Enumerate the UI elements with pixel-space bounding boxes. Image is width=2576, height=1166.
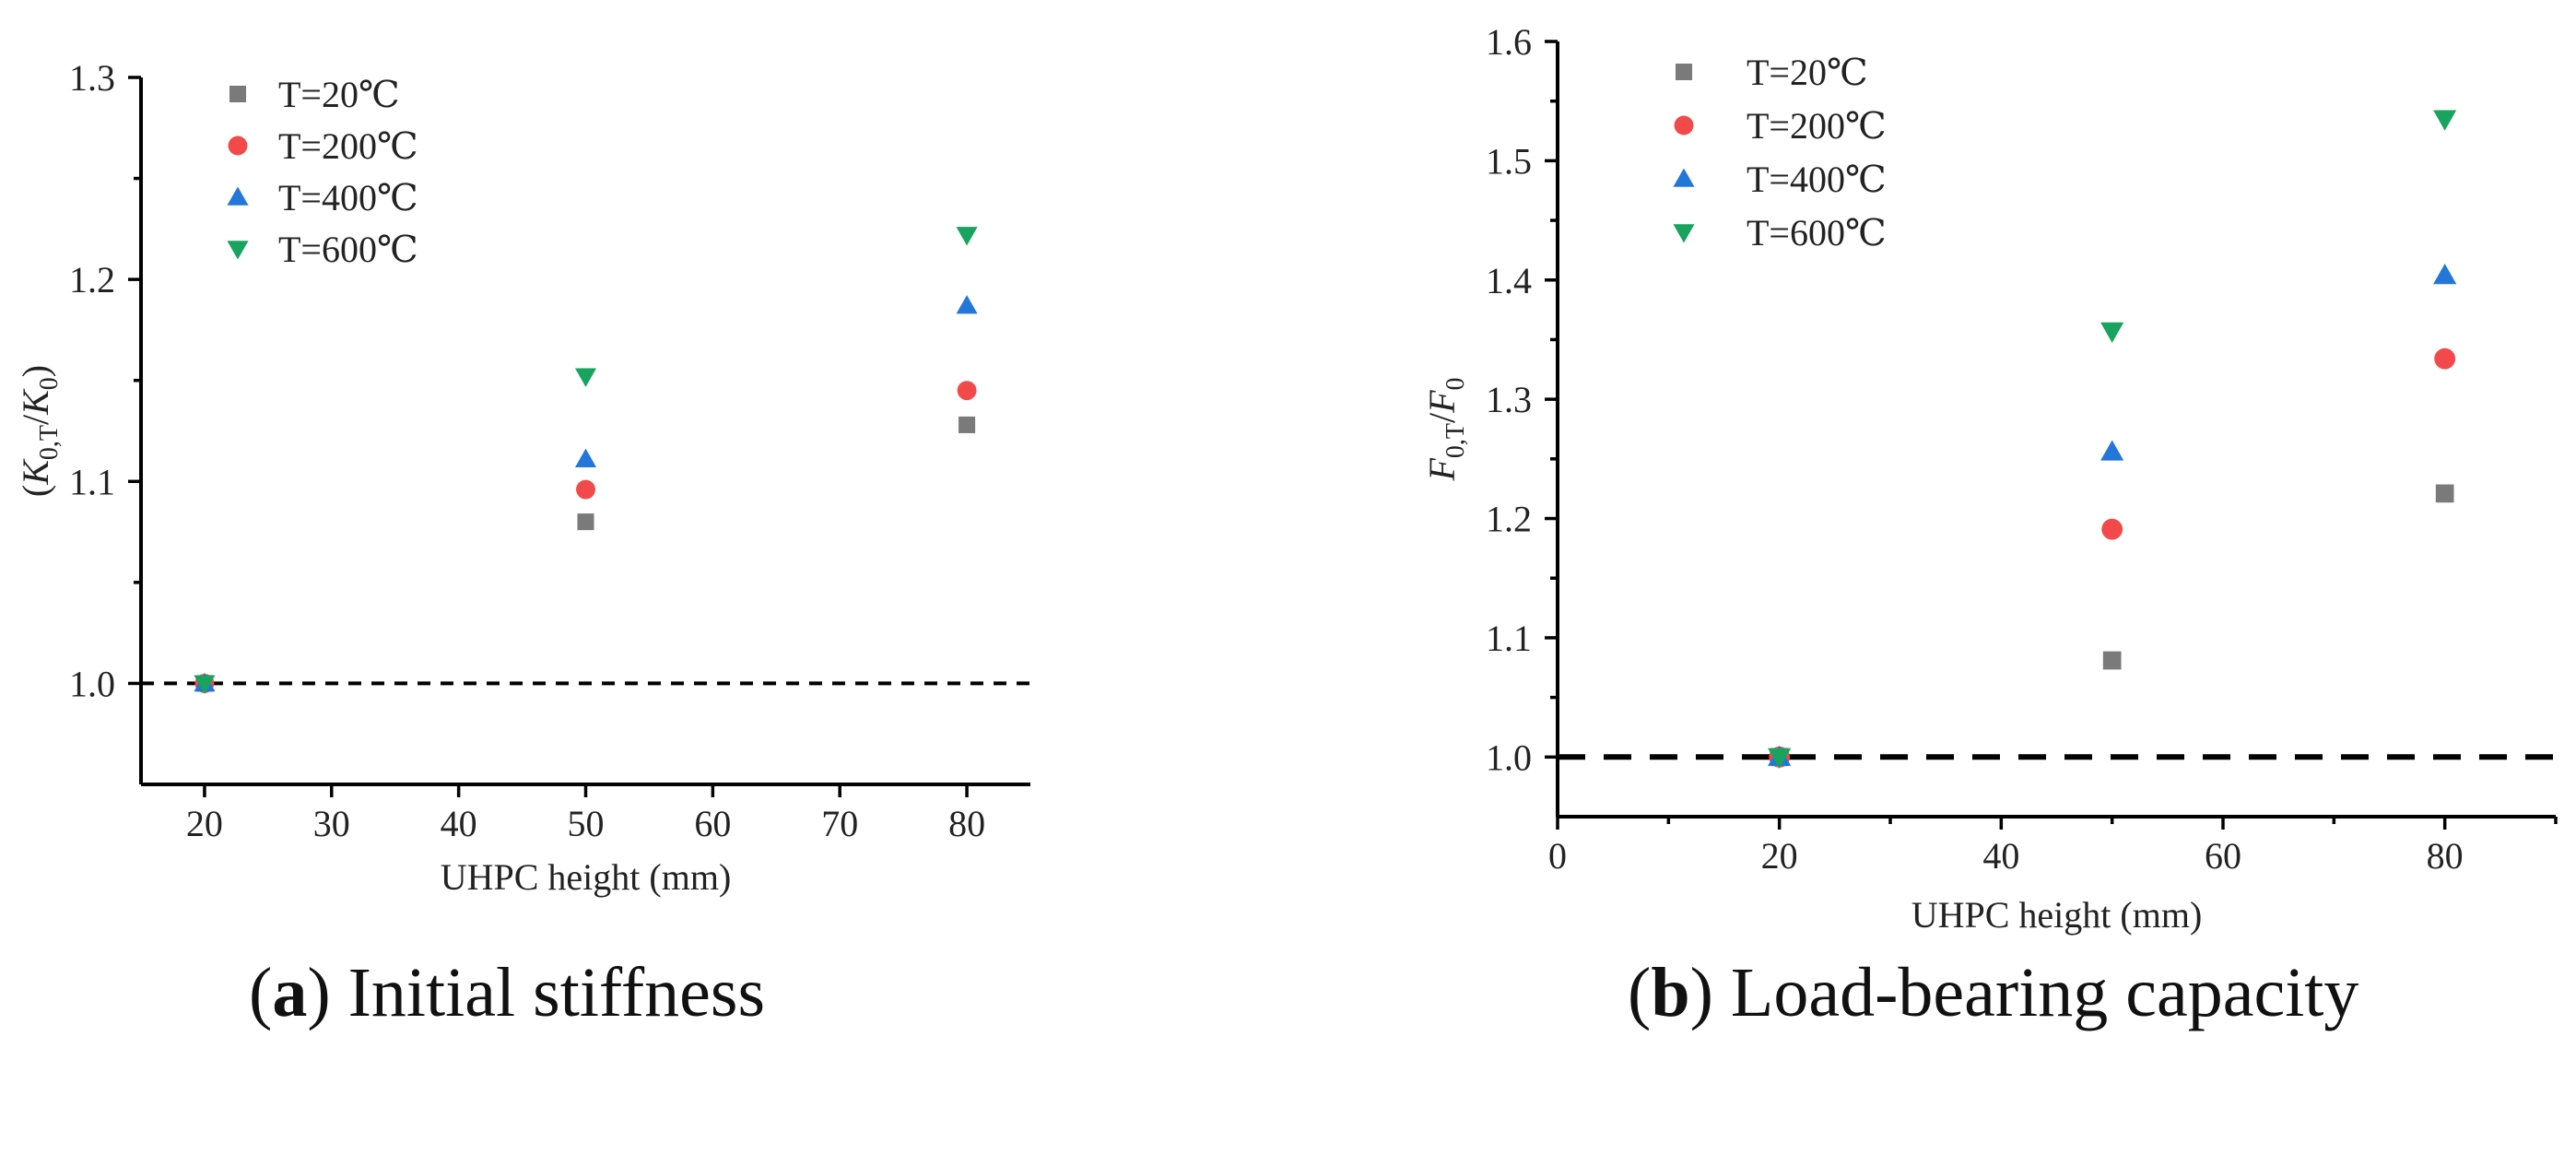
caption-open-paren: ( <box>249 954 272 1031</box>
y-tick-label: 1.5 <box>1486 140 1532 182</box>
data-point <box>2102 651 2122 670</box>
legend-marker <box>1675 63 1693 81</box>
legend-label: T=20℃ <box>1747 52 1868 93</box>
data-point <box>574 448 597 467</box>
panel-a: 20 30 40 50 60 70 80 1.0 1.1 1.2 1.3 UHPC height (m… <box>15 57 1030 1031</box>
data-point <box>576 479 595 500</box>
legend-marker <box>1673 224 1695 243</box>
caption-text: Load-bearing capacity <box>1731 954 2359 1031</box>
data-point <box>574 368 597 387</box>
y-title-slash: / <box>15 414 56 425</box>
y-tick-label: 1.0 <box>1486 736 1532 778</box>
x-tick-label: 50 <box>568 803 605 844</box>
y-tick-label: 1.3 <box>1486 379 1532 420</box>
data-point <box>2100 440 2124 461</box>
x-tick-label: 20 <box>186 803 223 844</box>
panel-caption: (b) Load-bearing capacity <box>1628 954 2358 1031</box>
caption-letter: a <box>272 954 307 1031</box>
legend-label: T=600℃ <box>278 229 418 270</box>
x-tick-label: 60 <box>694 803 731 844</box>
y-title-var2: F <box>1421 390 1463 414</box>
y-axis-title: F0,T/F0 <box>1421 377 1470 481</box>
y-title-var2: K <box>15 388 56 416</box>
data-point <box>956 295 978 314</box>
y-title-sub2: 0 <box>35 377 64 390</box>
y-title-sub: 0,T <box>35 425 64 460</box>
caption-open-paren: ( <box>1628 954 1651 1031</box>
data-point <box>1768 748 1792 769</box>
y-tick-label: 1.3 <box>69 57 115 99</box>
x-tick-label: 0 <box>1548 835 1567 877</box>
legend-marker <box>228 135 248 156</box>
x-tick-label: 80 <box>948 803 985 844</box>
data-point <box>194 675 216 694</box>
data-point <box>2433 110 2457 131</box>
x-tick-label: 70 <box>821 803 858 844</box>
legend-label: T=400℃ <box>278 177 418 218</box>
y-axis-title: (K0,T/K0) <box>15 365 64 497</box>
x-tick-label: 30 <box>313 803 350 844</box>
x-tick-label: 60 <box>2205 835 2241 877</box>
y-title-var: K <box>15 458 56 486</box>
y-title-sub2: 0 <box>1441 377 1470 390</box>
data-point <box>2101 518 2123 540</box>
data-point <box>2100 322 2124 344</box>
legend-marker <box>227 241 249 260</box>
caption-text: Initial stiffness <box>348 954 765 1031</box>
legend-marker <box>1673 168 1695 187</box>
legend-marker <box>229 85 247 103</box>
legend-label: T=20℃ <box>278 74 400 115</box>
y-tick-label: 1.1 <box>1486 618 1532 659</box>
legend-marker <box>227 186 249 206</box>
y-title-var: F <box>1421 458 1463 482</box>
y-tick-label: 1.0 <box>69 663 115 704</box>
legend-marker <box>1674 115 1694 135</box>
x-tick-label: 40 <box>441 803 477 844</box>
panel-b: 0 20 40 60 80 1.0 1.1 1.2 1.3 1.4 1.5 1.6 UHPC heigh… <box>1421 21 2558 1031</box>
x-tick-label: 40 <box>1982 835 2019 877</box>
x-tick-label: 80 <box>2427 835 2464 877</box>
y-title-slash: / <box>1421 412 1463 423</box>
legend-label: T=200℃ <box>278 125 418 167</box>
legend-label: T=600℃ <box>1747 212 1887 253</box>
data-point <box>2433 263 2457 285</box>
legend-label: T=200℃ <box>1747 105 1887 147</box>
x-axis-title: UHPC height (mm) <box>1911 894 2203 936</box>
y-tick-label: 1.4 <box>1486 260 1532 301</box>
panel-caption: (a) Initial stiffness <box>249 954 765 1031</box>
caption-letter: b <box>1651 954 1689 1031</box>
y-title-open: ( <box>15 485 56 497</box>
caption-close-paren: ) <box>1690 954 1731 1031</box>
x-axis-title: UHPC height (mm) <box>441 856 732 898</box>
data-point <box>959 416 976 433</box>
caption-close-paren: ) <box>307 954 347 1031</box>
y-tick-label: 1.1 <box>69 461 115 502</box>
data-point <box>957 381 977 401</box>
x-tick-label: 20 <box>1761 835 1798 877</box>
data-point <box>2434 347 2456 370</box>
y-tick-label: 1.6 <box>1486 21 1532 63</box>
y-title-close: ) <box>15 365 56 377</box>
data-point <box>577 513 594 531</box>
y-tick-label: 1.2 <box>1486 499 1532 540</box>
data-point <box>956 227 978 246</box>
legend-label: T=400℃ <box>1747 159 1887 200</box>
data-point <box>2435 484 2454 503</box>
y-tick-label: 1.2 <box>69 259 115 300</box>
y-title-sub: 0,T <box>1441 423 1470 458</box>
